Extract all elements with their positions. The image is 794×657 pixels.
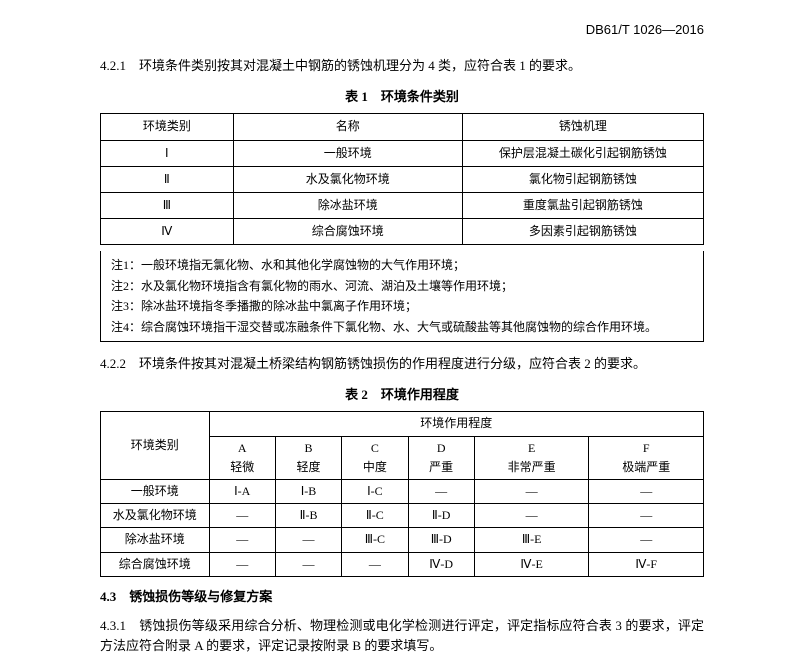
t1-r1c3: 保护层混凝土碳化引起钢筋锈蚀 bbox=[462, 140, 703, 166]
table-2: 环境类别 环境作用程度 A轻微 B轻度 C中度 D严重 E非常严重 F极端严重 … bbox=[100, 411, 704, 576]
t2-r2c5: — bbox=[474, 504, 589, 528]
para-4-3-1: 4.3.1 锈蚀损伤等级采用综合分析、物理检测或电化学检测进行评定，评定指标应符… bbox=[100, 616, 704, 657]
t2-r3c1: — bbox=[209, 528, 275, 552]
t2-r3c3: Ⅲ-C bbox=[342, 528, 408, 552]
table-1: 环境类别 名称 锈蚀机理 Ⅰ 一般环境 保护层混凝土碳化引起钢筋锈蚀 Ⅱ 水及氯… bbox=[100, 113, 704, 245]
t2-r2c6: — bbox=[589, 504, 704, 528]
t1-r4c3: 多因素引起钢筋锈蚀 bbox=[462, 219, 703, 245]
t2-r2c2: Ⅱ-B bbox=[275, 504, 341, 528]
t2-hF: F极端严重 bbox=[589, 436, 704, 479]
t2-r4c4: Ⅳ-D bbox=[408, 552, 474, 576]
t2-r2c4: Ⅱ-D bbox=[408, 504, 474, 528]
para-4-2-1: 4.2.1 环境条件类别按其对混凝土中钢筋的锈蚀机理分为 4 类，应符合表 1 … bbox=[100, 56, 704, 77]
t2-r4c3: — bbox=[342, 552, 408, 576]
t1-r1c2: 一般环境 bbox=[233, 140, 462, 166]
t2-r4c0: 综合腐蚀环境 bbox=[101, 552, 210, 576]
t1-h3: 锈蚀机理 bbox=[462, 114, 703, 140]
t2-hcat: 环境类别 bbox=[101, 412, 210, 480]
t2-r1c1: Ⅰ-A bbox=[209, 480, 275, 504]
t2-hE: E非常严重 bbox=[474, 436, 589, 479]
t2-r3c2: — bbox=[275, 528, 341, 552]
t2-r2c0: 水及氯化物环境 bbox=[101, 504, 210, 528]
t1-r4c1: Ⅳ bbox=[101, 219, 234, 245]
t2-r1c6: — bbox=[589, 480, 704, 504]
t2-r3c6: — bbox=[589, 528, 704, 552]
t1-r4c2: 综合腐蚀环境 bbox=[233, 219, 462, 245]
note4: 注4：综合腐蚀环境指干湿交替或冻融条件下氯化物、水、大气或硫酸盐等其他腐蚀物的综… bbox=[111, 317, 693, 337]
t2-r2c3: Ⅱ-C bbox=[342, 504, 408, 528]
t2-r1c0: 一般环境 bbox=[101, 480, 210, 504]
t1-r1c1: Ⅰ bbox=[101, 140, 234, 166]
para-4-2-2: 4.2.2 环境条件按其对混凝土桥梁结构钢筋锈蚀损伤的作用程度进行分级，应符合表… bbox=[100, 354, 704, 375]
t2-hD: D严重 bbox=[408, 436, 474, 479]
t1-r2c2: 水及氯化物环境 bbox=[233, 166, 462, 192]
section-4-3: 4.3 锈蚀损伤等级与修复方案 bbox=[100, 587, 704, 608]
t1-r3c1: Ⅲ bbox=[101, 192, 234, 218]
t1-r3c2: 除冰盐环境 bbox=[233, 192, 462, 218]
t1-h2: 名称 bbox=[233, 114, 462, 140]
t2-r4c2: — bbox=[275, 552, 341, 576]
t2-hB: B轻度 bbox=[275, 436, 341, 479]
t2-r1c2: Ⅰ-B bbox=[275, 480, 341, 504]
note3: 注3：除冰盐环境指冬季播撒的除冰盐中氯离子作用环境； bbox=[111, 296, 693, 316]
t2-r1c4: — bbox=[408, 480, 474, 504]
table1-notes: 注1：一般环境指无氯化物、水和其他化学腐蚀物的大气作用环境； 注2：水及氯化物环… bbox=[100, 251, 704, 342]
t2-hA: A轻微 bbox=[209, 436, 275, 479]
t1-r3c3: 重度氯盐引起钢筋锈蚀 bbox=[462, 192, 703, 218]
t2-r1c3: Ⅰ-C bbox=[342, 480, 408, 504]
t2-r4c6: Ⅳ-F bbox=[589, 552, 704, 576]
t2-r3c0: 除冰盐环境 bbox=[101, 528, 210, 552]
t2-r3c4: Ⅲ-D bbox=[408, 528, 474, 552]
t1-r2c3: 氯化物引起钢筋锈蚀 bbox=[462, 166, 703, 192]
t2-r1c5: — bbox=[474, 480, 589, 504]
t2-r4c1: — bbox=[209, 552, 275, 576]
t2-hspan: 环境作用程度 bbox=[209, 412, 703, 436]
t2-hC: C中度 bbox=[342, 436, 408, 479]
table1-title: 表 1 环境条件类别 bbox=[100, 87, 704, 108]
t2-r2c1: — bbox=[209, 504, 275, 528]
t2-r4c5: Ⅳ-E bbox=[474, 552, 589, 576]
t2-r3c5: Ⅲ-E bbox=[474, 528, 589, 552]
note1: 注1：一般环境指无氯化物、水和其他化学腐蚀物的大气作用环境； bbox=[111, 255, 693, 275]
note2: 注2：水及氯化物环境指含有氯化物的雨水、河流、湖泊及土壤等作用环境； bbox=[111, 276, 693, 296]
table2-title: 表 2 环境作用程度 bbox=[100, 385, 704, 406]
doc-id: DB61/T 1026—2016 bbox=[100, 20, 704, 41]
t1-h1: 环境类别 bbox=[101, 114, 234, 140]
t1-r2c1: Ⅱ bbox=[101, 166, 234, 192]
